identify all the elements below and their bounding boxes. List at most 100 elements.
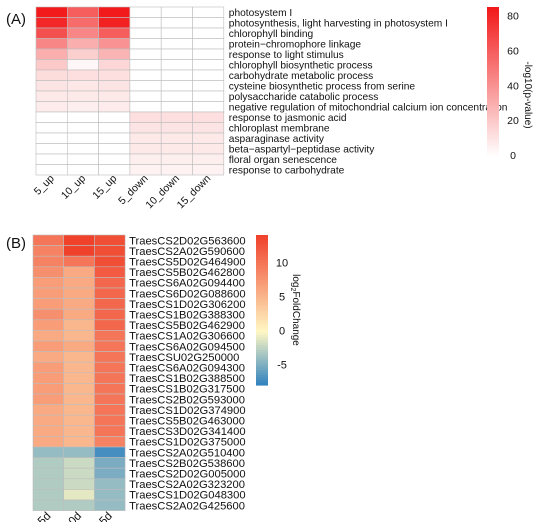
heatmap-cell bbox=[32, 467, 65, 480]
colorbar-segment bbox=[487, 83, 499, 87]
heatmap-cell bbox=[94, 436, 126, 448]
heatmap-cell bbox=[192, 143, 225, 155]
colorbar-segment bbox=[487, 135, 499, 139]
heatmap-cell bbox=[32, 499, 65, 511]
heatmap-cell bbox=[67, 27, 99, 39]
row-label: TraesCS1D02G048300 bbox=[129, 490, 246, 502]
panel-b-heatmap bbox=[32, 234, 126, 511]
row-label: chlorophyll biosynthetic process bbox=[229, 60, 373, 71]
heatmap-cell bbox=[67, 59, 99, 71]
colorbar-segment bbox=[487, 115, 499, 119]
colorbar-segment bbox=[487, 125, 499, 129]
colorbar-segment bbox=[256, 267, 268, 271]
colorbar-tick-label: 80 bbox=[507, 11, 519, 23]
colorbar-tick-label: 60 bbox=[507, 46, 519, 58]
colorbar-segment bbox=[256, 382, 268, 386]
heatmap-cell bbox=[192, 69, 225, 81]
colorbar-segment bbox=[256, 265, 268, 269]
colorbar-segment bbox=[487, 61, 499, 65]
colorbar-segment bbox=[256, 292, 268, 296]
heatmap-cell bbox=[63, 467, 95, 480]
heatmap-cell bbox=[32, 319, 65, 331]
colorbar-segment bbox=[487, 31, 499, 35]
colorbar-segment bbox=[256, 375, 268, 379]
colorbar-segment bbox=[487, 103, 499, 107]
row-label: TraesCS6A02G094300 bbox=[129, 363, 245, 375]
colorbar-segment bbox=[256, 342, 268, 346]
heatmap-cell bbox=[63, 361, 95, 374]
heatmap-cell bbox=[94, 467, 126, 480]
heatmap-cell bbox=[94, 319, 126, 331]
colorbar-segment bbox=[256, 320, 268, 324]
heatmap-cell bbox=[160, 17, 193, 29]
row-label: TraesCS3D02G341400 bbox=[129, 426, 246, 438]
panel-a-legend-title: -log10(p-value) bbox=[522, 61, 533, 128]
colorbar-segment bbox=[487, 118, 499, 122]
heatmap-cell bbox=[98, 101, 131, 113]
heatmap-cell bbox=[35, 90, 68, 102]
colorbar-segment bbox=[487, 71, 499, 75]
heatmap-cell bbox=[63, 266, 95, 278]
heatmap-cell bbox=[94, 234, 126, 246]
colorbar-segment bbox=[256, 300, 268, 304]
column-label: 10_up bbox=[59, 173, 88, 202]
heatmap-cell bbox=[94, 383, 126, 395]
heatmap-cell bbox=[63, 308, 95, 321]
heatmap-cell bbox=[94, 457, 126, 469]
heatmap-cell bbox=[67, 164, 99, 176]
colorbar-segment bbox=[256, 317, 268, 321]
row-label: cysteine biosynthetic process from serin… bbox=[229, 81, 416, 92]
heatmap-cell bbox=[63, 351, 95, 363]
colorbar-segment bbox=[487, 41, 499, 45]
heatmap-cell bbox=[32, 457, 65, 469]
heatmap-cell bbox=[94, 266, 126, 278]
row-label: TraesCS6A02G094500 bbox=[129, 341, 245, 353]
heatmap-cell bbox=[63, 255, 95, 268]
heatmap-cell bbox=[160, 164, 193, 176]
heatmap-cell bbox=[94, 308, 126, 321]
colorbar-segment bbox=[256, 347, 268, 351]
colorbar-segment bbox=[487, 108, 499, 112]
row-label: TraesCS1B02G388500 bbox=[129, 373, 245, 385]
colorbar-segment bbox=[487, 137, 499, 141]
colorbar-segment bbox=[256, 302, 268, 306]
colorbar-segment bbox=[256, 312, 268, 316]
column-label: 15d bbox=[93, 510, 115, 522]
row-label: photosynthesis, light harvesting in phot… bbox=[229, 18, 448, 29]
heatmap-cell bbox=[35, 132, 68, 144]
heatmap-cell bbox=[98, 38, 131, 50]
colorbar-segment bbox=[256, 362, 268, 366]
heatmap-cell bbox=[32, 234, 65, 246]
colorbar-segment bbox=[256, 285, 268, 289]
heatmap-cell bbox=[94, 393, 126, 405]
heatmap-cell bbox=[129, 27, 162, 39]
heatmap-cell bbox=[35, 164, 68, 176]
row-label: response to carbohydrate bbox=[229, 165, 345, 176]
heatmap-cell bbox=[67, 132, 99, 144]
row-label: floral organ senescence bbox=[229, 155, 338, 166]
colorbar-segment bbox=[487, 21, 499, 25]
colorbar-segment bbox=[487, 98, 499, 102]
heatmap-cell bbox=[94, 372, 126, 384]
colorbar-segment bbox=[487, 76, 499, 80]
colorbar-segment bbox=[256, 282, 268, 286]
heatmap-cell bbox=[94, 361, 126, 374]
heatmap-cell bbox=[32, 404, 65, 416]
heatmap-cell bbox=[94, 446, 126, 458]
row-label: TraesCS5B02G462800 bbox=[129, 267, 245, 279]
heatmap-cell bbox=[32, 245, 65, 257]
colorbar-segment bbox=[256, 380, 268, 384]
heatmap-cell bbox=[192, 90, 225, 102]
colorbar-segment bbox=[487, 26, 499, 30]
colorbar-segment bbox=[487, 113, 499, 117]
heatmap-cell bbox=[63, 457, 95, 469]
colorbar-segment bbox=[487, 105, 499, 109]
heatmap-cell bbox=[63, 489, 95, 501]
colorbar-segment bbox=[487, 34, 499, 38]
colorbar-segment bbox=[256, 367, 268, 371]
heatmap-cell bbox=[192, 122, 225, 134]
heatmap-cell bbox=[129, 17, 162, 29]
heatmap-cell bbox=[32, 351, 65, 363]
heatmap-cell bbox=[32, 478, 65, 490]
colorbar-segment bbox=[487, 51, 499, 55]
